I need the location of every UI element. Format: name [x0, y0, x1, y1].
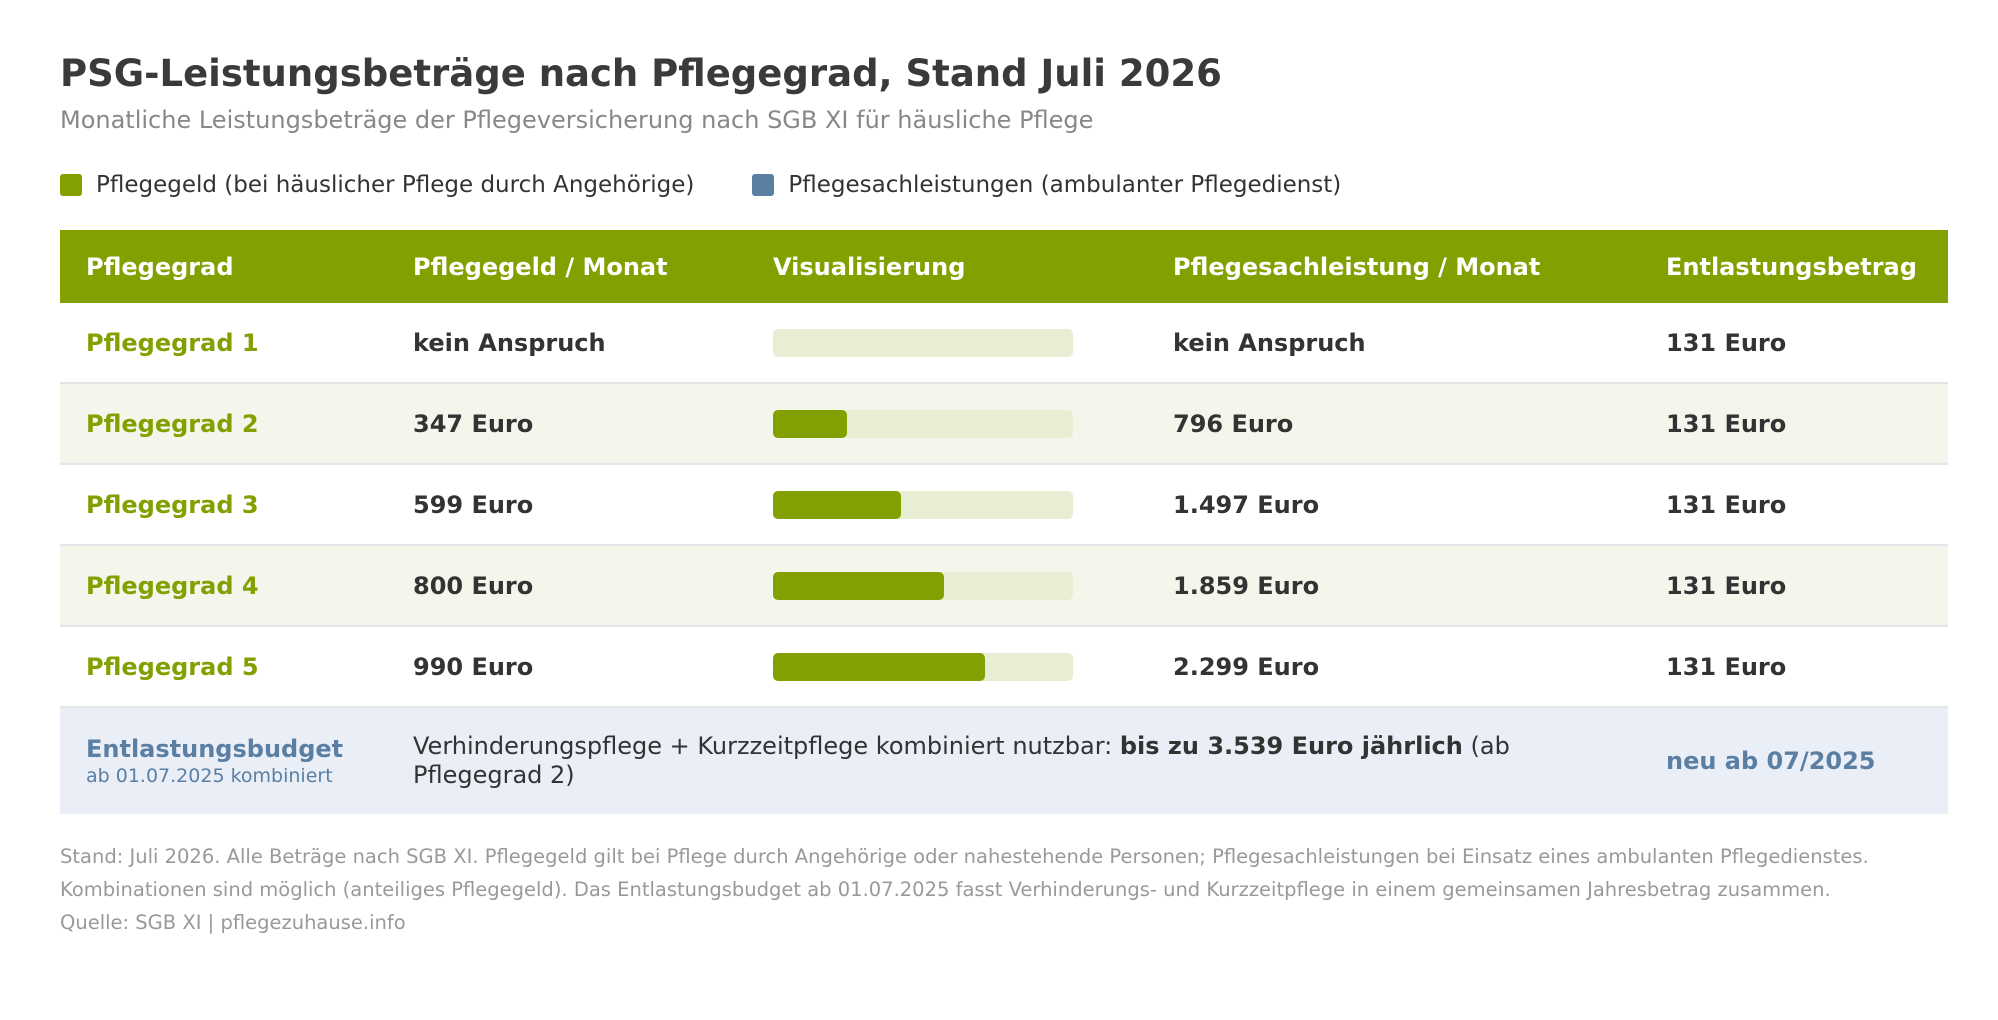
row-entlastung: 131 Euro: [1640, 545, 1948, 627]
table-row: Pflegegrad 4 800 Euro 1.859 Euro 131 Eur…: [60, 545, 1948, 627]
bar-fill: [773, 652, 986, 681]
table-row: Pflegegrad 5 990 Euro 2.299 Euro 131 Eur…: [60, 626, 1948, 708]
chart-subtitle: Monatliche Leistungsbeträge der Pflegeve…: [60, 106, 1094, 134]
table-row: Pflegegrad 1 kein Anspruch kein Anspruch…: [60, 303, 1948, 384]
footnote: Stand: Juli 2026. Alle Beträge nach SGB …: [60, 840, 1940, 939]
row-pflegegeld: 599 Euro: [387, 464, 747, 546]
row-sachleistung: 2.299 Euro: [1147, 626, 1640, 708]
row-grade: Pflegegrad 5: [60, 626, 387, 708]
row-sachleistung: 796 Euro: [1147, 383, 1640, 465]
row-entlastung: 131 Euro: [1640, 626, 1948, 708]
source-text: Quelle: SGB XI | pflegezuhause.info: [60, 911, 406, 934]
footnote-text: Stand: Juli 2026. Alle Beträge nach SGB …: [60, 845, 1869, 901]
bar-track: [773, 571, 1073, 600]
row-visual: [747, 383, 1147, 465]
legend-swatch-sachleistung: [752, 174, 775, 196]
row-visual: [747, 626, 1147, 708]
row-visual: [747, 545, 1147, 627]
budget-text-before: Verhinderungspflege + Kurzzeitpflege kom…: [413, 732, 1120, 760]
row-grade: Pflegegrad 1: [60, 303, 387, 384]
row-entlastung: 131 Euro: [1640, 464, 1948, 546]
budget-title: Entlastungsbudget: [86, 735, 344, 763]
table-header-row: Pflegegrad Pflegegeld / Monat Visualisie…: [60, 230, 1948, 303]
header-grade: Pflegegrad: [60, 230, 387, 303]
bar-fill: [773, 409, 848, 438]
row-visual: [747, 464, 1147, 546]
bar-track: [773, 409, 1073, 438]
table-row: Pflegegrad 2 347 Euro 796 Euro 131 Euro: [60, 383, 1948, 465]
bar-track: [773, 490, 1073, 519]
header-sachleistung: Pflegesachleistung / Monat: [1147, 230, 1640, 303]
table-row: Pflegegrad 3 599 Euro 1.497 Euro 131 Eur…: [60, 464, 1948, 546]
benefits-table: Pflegegrad Pflegegeld / Monat Visualisie…: [60, 230, 1948, 814]
row-sachleistung: 1.859 Euro: [1147, 545, 1640, 627]
row-entlastung: 131 Euro: [1640, 303, 1948, 384]
budget-text-bold: bis zu 3.539 Euro jährlich: [1119, 732, 1463, 760]
budget-text-after: (ab Pflegegrad 2): [413, 732, 1510, 789]
legend-label-pflegegeld: Pflegegeld (bei häuslicher Pflege durch …: [96, 172, 695, 198]
header-visual: Visualisierung: [747, 230, 1147, 303]
row-visual: [747, 303, 1147, 384]
chart-title: PSG-Leistungsbeträge nach Pflegegrad, St…: [60, 52, 1222, 95]
budget-subtitle: ab 01.07.2025 kombiniert: [86, 765, 333, 787]
budget-label-cell: Entlastungsbudget ab 01.07.2025 kombinie…: [60, 707, 387, 814]
chart-container: PSG-Leistungsbeträge nach Pflegegrad, St…: [60, 50, 1948, 939]
row-sachleistung: 1.497 Euro: [1147, 464, 1640, 546]
legend-item-pflegegeld: Pflegegeld (bei häuslicher Pflege durch …: [60, 172, 694, 198]
row-grade: Pflegegrad 2: [60, 383, 387, 465]
bar-fill: [773, 490, 902, 519]
row-pflegegeld: 800 Euro: [387, 545, 747, 627]
row-entlastung: 131 Euro: [1640, 383, 1948, 465]
budget-description: Verhinderungspflege + Kurzzeitpflege kom…: [387, 707, 1640, 814]
header-entlastung: Entlastungsbetrag: [1640, 230, 1948, 303]
row-pflegegeld: kein Anspruch: [387, 303, 747, 384]
legend: Pflegegeld (bei häuslicher Pflege durch …: [60, 168, 1948, 202]
legend-item-sachleistung: Pflegesachleistungen (ambulanter Pfleged…: [752, 172, 1341, 198]
bar-track: [773, 328, 1073, 357]
legend-label-sachleistung: Pflegesachleistungen (ambulanter Pfleged…: [788, 172, 1342, 198]
row-grade: Pflegegrad 4: [60, 545, 387, 627]
header-pflegegeld: Pflegegeld / Monat: [387, 230, 747, 303]
budget-new-label: neu ab 07/2025: [1640, 707, 1948, 814]
row-sachleistung: kein Anspruch: [1147, 303, 1640, 384]
budget-row: Entlastungsbudget ab 01.07.2025 kombinie…: [60, 707, 1948, 814]
row-pflegegeld: 347 Euro: [387, 383, 747, 465]
row-grade: Pflegegrad 3: [60, 464, 387, 546]
bar-fill: [773, 571, 945, 600]
row-pflegegeld: 990 Euro: [387, 626, 747, 708]
bar-track: [773, 652, 1073, 681]
legend-swatch-pflegegeld: [60, 174, 82, 196]
